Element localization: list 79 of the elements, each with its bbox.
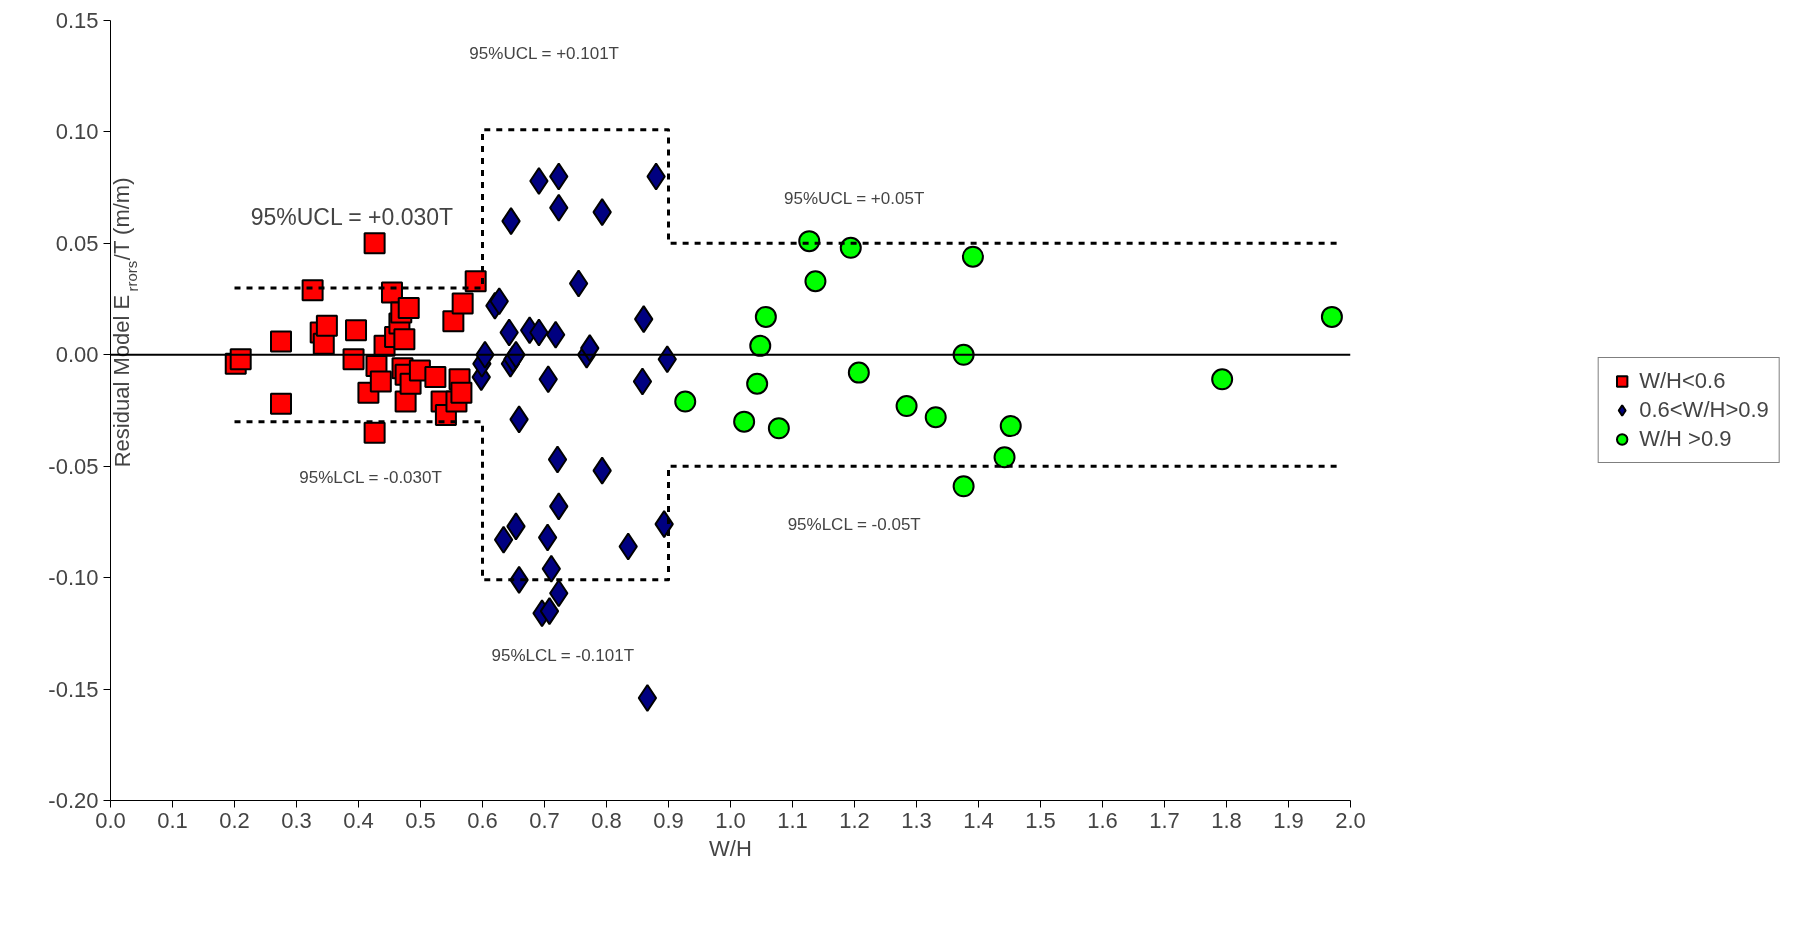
point — [993, 446, 1016, 469]
point — [315, 314, 338, 337]
point — [746, 372, 769, 395]
point — [537, 523, 558, 552]
point — [363, 421, 386, 444]
legend-label: W/H<0.6 — [1639, 368, 1726, 394]
point — [924, 406, 947, 429]
point — [393, 328, 416, 351]
point — [839, 236, 862, 259]
annotation: 95%UCL = +0.101T — [469, 44, 620, 64]
point — [450, 381, 473, 404]
point — [493, 525, 514, 554]
x-tick-label: 1.2 — [839, 807, 870, 833]
point — [363, 232, 386, 255]
y-tick-label: -0.15 — [48, 676, 99, 702]
x-tick-label: 0.5 — [405, 807, 436, 833]
point — [632, 367, 653, 396]
point — [1211, 368, 1234, 391]
point — [674, 390, 697, 413]
y-tick-label: -0.05 — [48, 453, 99, 479]
x-tick-label: 1.4 — [963, 807, 994, 833]
annotation: 95%UCL = +0.05T — [784, 189, 925, 209]
point — [545, 320, 566, 349]
y-axis-title: Residual Model Errors/T (m/m) — [109, 177, 141, 468]
point — [397, 296, 420, 319]
x-axis-title: W/H — [709, 835, 752, 861]
point — [568, 269, 589, 298]
point — [637, 683, 658, 712]
point — [749, 334, 772, 357]
point — [539, 597, 560, 626]
point — [895, 395, 918, 418]
point — [270, 392, 292, 415]
legend-label: W/H >0.9 — [1639, 426, 1732, 452]
y-tick-label: 0.10 — [55, 119, 99, 145]
point — [952, 475, 975, 498]
x-tick-label: 0.2 — [219, 807, 250, 833]
x-tick-label: 0.1 — [157, 807, 188, 833]
point — [767, 417, 790, 440]
point — [754, 305, 777, 328]
point — [424, 366, 447, 389]
point — [229, 348, 252, 371]
point — [798, 230, 821, 253]
annotation: 95%LCL = -0.101T — [491, 646, 635, 666]
point — [804, 270, 827, 293]
annotation: 95%UCL = +0.030T — [250, 203, 454, 230]
point — [961, 245, 984, 268]
point — [733, 410, 756, 433]
x-tick-label: 1.1 — [777, 807, 808, 833]
y-tick-label: 0.15 — [55, 8, 99, 33]
x-tick-label: 1.3 — [901, 807, 932, 833]
point — [345, 319, 368, 342]
x-tick-label: 1.8 — [1211, 807, 1242, 833]
point — [369, 370, 392, 393]
annotation: 95%LCL = -0.05T — [787, 514, 921, 534]
x-tick-label: 2.0 — [1335, 807, 1366, 833]
x-tick-label: 1.5 — [1025, 807, 1056, 833]
point — [847, 361, 870, 384]
x-tick-label: 1.9 — [1273, 807, 1304, 833]
point — [547, 445, 568, 474]
point — [451, 292, 474, 315]
y-tick-label: 0.05 — [55, 230, 99, 256]
point — [999, 415, 1022, 438]
point — [270, 330, 292, 353]
y-tick-label: 0.00 — [55, 342, 99, 368]
x-tick-label: 0.8 — [591, 807, 622, 833]
point — [342, 348, 365, 371]
x-tick-label: 1.6 — [1087, 807, 1118, 833]
point — [301, 279, 324, 302]
x-tick-label: 1.7 — [1149, 807, 1180, 833]
point — [1320, 305, 1343, 328]
legend-label: 0.6<W/H>0.9 — [1639, 397, 1769, 423]
x-tick-label: 0.7 — [529, 807, 560, 833]
x-tick-label: 0.3 — [281, 807, 312, 833]
x-tick-label: 0.6 — [467, 807, 498, 833]
x-tick-label: 1.0 — [715, 807, 746, 833]
y-tick-label: -0.10 — [48, 565, 99, 591]
annotation: 95%LCL = -0.030T — [299, 467, 442, 487]
x-tick-label: 0.4 — [343, 807, 374, 833]
x-tick-label: 0.9 — [653, 807, 684, 833]
